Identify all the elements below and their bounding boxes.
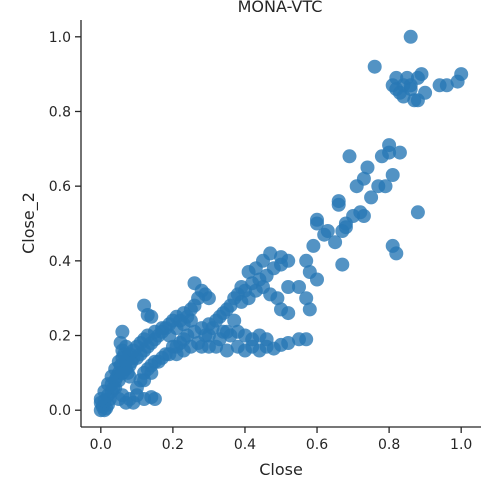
y-tick-label-3: 0.6 bbox=[49, 179, 71, 195]
scatter-point-163 bbox=[392, 145, 407, 160]
scatter-point-124 bbox=[292, 280, 306, 294]
scatter-point-166 bbox=[335, 257, 350, 272]
scatter-point-123 bbox=[281, 306, 296, 321]
scatter-point-144 bbox=[320, 224, 335, 238]
scatter-point-89 bbox=[241, 265, 256, 279]
scatter-point-196 bbox=[115, 365, 130, 380]
scatter-point-125 bbox=[299, 291, 314, 306]
scatter-point-142 bbox=[310, 212, 324, 227]
scatter-point-165 bbox=[378, 179, 393, 194]
scatter-point-86 bbox=[263, 246, 278, 261]
scatter-point-127 bbox=[310, 272, 324, 287]
scatter-point-121 bbox=[201, 328, 216, 343]
scatter-point-23 bbox=[115, 324, 130, 339]
x-tick-label-4: 0.8 bbox=[378, 437, 400, 453]
x-ticks: 0.0 0.2 0.4 0.6 0.8 1.0 bbox=[90, 427, 472, 453]
scatter-point-58 bbox=[147, 392, 162, 406]
scatter-point-140 bbox=[306, 238, 321, 253]
chart-title: MONA-VTC bbox=[238, 0, 323, 16]
scatter-point-150 bbox=[331, 194, 346, 209]
scatter-point-183 bbox=[418, 85, 433, 100]
x-tick-label-5: 1.0 bbox=[450, 437, 472, 453]
scatter-point-164 bbox=[385, 168, 400, 182]
scatter-point-185 bbox=[439, 78, 454, 93]
scatter-point-111 bbox=[281, 336, 296, 350]
scatter-point-145 bbox=[328, 235, 343, 250]
scatter-point-153 bbox=[356, 209, 371, 223]
y-tick-label-2: 0.4 bbox=[49, 254, 71, 270]
scatter-point-136 bbox=[234, 294, 249, 309]
y-tick-label-1: 0.2 bbox=[49, 329, 71, 345]
x-tick-label-0: 0.0 bbox=[90, 437, 112, 453]
scatter-point-139 bbox=[212, 332, 227, 347]
scatter-point-113 bbox=[299, 332, 314, 347]
points-layer bbox=[93, 29, 469, 418]
scatter-point-22 bbox=[113, 336, 128, 350]
x-axis-label: Close bbox=[259, 460, 303, 479]
scatter-point-103 bbox=[219, 343, 234, 358]
scatter-point-157 bbox=[349, 179, 364, 194]
x-tick-label-2: 0.4 bbox=[234, 437, 256, 453]
scatter-point-90 bbox=[234, 280, 249, 294]
scatter-point-51 bbox=[201, 291, 216, 306]
scatter-point-128 bbox=[299, 253, 314, 268]
scatter-point-170 bbox=[367, 59, 382, 74]
scatter-point-162 bbox=[382, 138, 397, 153]
y-axis-label: Close_2 bbox=[19, 192, 39, 254]
scatter-point-50 bbox=[187, 276, 202, 291]
scatter-point-171 bbox=[403, 29, 418, 44]
scatter-point-87 bbox=[274, 250, 288, 265]
scatter-point-169 bbox=[410, 205, 425, 220]
y-tick-label-5: 1.0 bbox=[49, 30, 71, 46]
scatter-point-93 bbox=[212, 309, 227, 324]
scatter-point-188 bbox=[403, 78, 418, 93]
scatter-point-209 bbox=[183, 313, 198, 328]
scatter-point-130 bbox=[281, 280, 296, 294]
scatter-point-187 bbox=[454, 67, 469, 82]
y-ticks: 0.0 0.2 0.4 0.6 0.8 1.0 bbox=[49, 30, 81, 419]
scatter-point-158 bbox=[360, 160, 375, 175]
y-tick-label-4: 0.8 bbox=[49, 104, 71, 120]
scatter-point-54 bbox=[140, 308, 155, 322]
scatter-point-137 bbox=[227, 313, 242, 328]
scatter-point-168 bbox=[389, 246, 404, 261]
scatter-point-182 bbox=[414, 67, 429, 82]
scatter-point-159 bbox=[342, 149, 357, 164]
scatter-point-154 bbox=[364, 190, 379, 205]
scatter-point-219 bbox=[176, 332, 191, 347]
scatter-point-189 bbox=[389, 82, 404, 97]
x-tick-label-1: 0.2 bbox=[162, 437, 184, 453]
y-tick-label-0: 0.0 bbox=[49, 403, 71, 419]
scatter-point-129 bbox=[302, 302, 317, 317]
x-tick-label-3: 0.6 bbox=[306, 437, 328, 453]
